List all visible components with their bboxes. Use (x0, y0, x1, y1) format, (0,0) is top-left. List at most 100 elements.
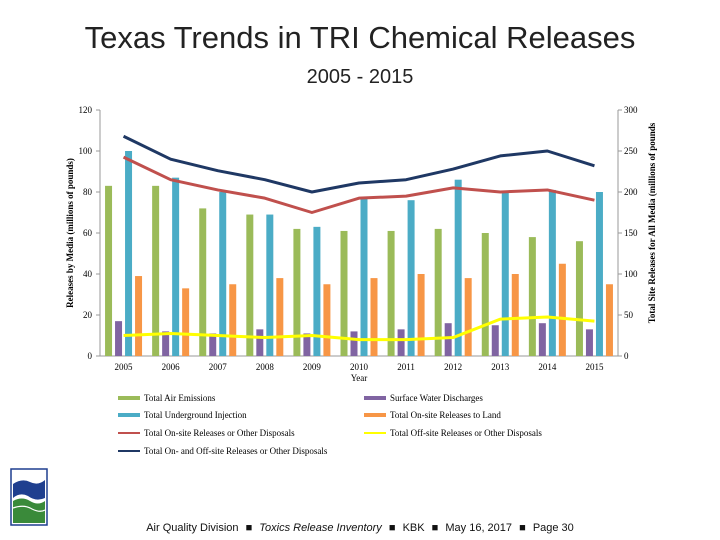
legend-swatch (364, 432, 386, 434)
legend-label: Total On-site Releases to Land (390, 410, 501, 420)
legend-item: Surface Water Discharges (364, 393, 483, 403)
legend-item: Total On-site Releases to Land (364, 410, 501, 420)
legend-label: Total On-site Releases or Other Disposal… (144, 428, 295, 438)
legend-item: Total Air Emissions (118, 393, 215, 403)
bar (585, 329, 593, 356)
x-tick-label: 2009 (303, 362, 322, 372)
y-tick-label-right: 250 (624, 146, 638, 156)
bar (313, 226, 321, 356)
bar (370, 278, 378, 356)
legend-label: Total Underground Injection (144, 410, 247, 420)
bar (105, 185, 113, 356)
legend-item: Total On- and Off-site Releases or Other… (118, 446, 327, 456)
bar (323, 284, 331, 356)
y-tick-label-left: 100 (79, 146, 93, 156)
bar (387, 230, 395, 356)
legend-label: Total Off-site Releases or Other Disposa… (390, 428, 542, 438)
bar (548, 189, 556, 356)
bar (444, 323, 452, 356)
y-axis-title-left: Releases by Media (millions of pounds) (65, 158, 75, 308)
y-tick-label-right: 50 (624, 310, 634, 320)
bar (528, 237, 536, 356)
x-tick-label: 2010 (350, 362, 369, 372)
legend-item: Total Off-site Releases or Other Disposa… (364, 428, 542, 438)
bar (229, 284, 237, 356)
x-tick-label: 2007 (209, 362, 228, 372)
legend-label: Total Air Emissions (144, 393, 216, 403)
bar (219, 192, 227, 356)
footer-date: May 16, 2017 (445, 522, 513, 534)
footer-author: KBK (402, 522, 425, 534)
bar (172, 177, 180, 356)
bar (464, 278, 472, 356)
legend-swatch (118, 432, 140, 434)
legend-swatch (118, 413, 140, 417)
bar (152, 185, 160, 356)
bar (125, 151, 133, 356)
bar (256, 329, 264, 356)
bar (407, 200, 415, 356)
footer-division: Air Quality Division (146, 522, 239, 534)
bar (182, 288, 190, 356)
footer-separator: ■ (431, 522, 439, 534)
legend-label: Surface Water Discharges (390, 393, 483, 403)
bar (605, 284, 613, 356)
chart: 0 20 40 60 80 100 120 0 50 100 150 200 250 300 Release… (65, 105, 657, 383)
x-tick-label: 2013 (491, 362, 510, 372)
bar (266, 214, 274, 356)
x-axis-title: Year (351, 373, 368, 383)
bar (360, 198, 368, 356)
y-axis-title-right: Total Site Releases for All Media (milli… (647, 122, 657, 323)
bar (575, 241, 583, 356)
bar (481, 233, 489, 356)
x-tick-label: 2014 (538, 362, 557, 372)
legend-swatch (118, 450, 140, 452)
x-tick-label: 2012 (444, 362, 462, 372)
bar (501, 192, 509, 356)
footer-separator: ■ (519, 522, 526, 534)
bar (417, 274, 425, 356)
y-tick-label-left: 80 (83, 187, 93, 197)
bar (397, 329, 405, 356)
bar (276, 278, 284, 356)
y-tick-label-left: 60 (83, 228, 93, 238)
x-tick-label: 2005 (115, 362, 134, 372)
bar (491, 325, 499, 356)
tceq-logo-icon (10, 468, 48, 526)
bar (558, 263, 566, 356)
bar (303, 333, 311, 356)
bar (162, 331, 170, 356)
y-tick-label-right: 200 (624, 187, 638, 197)
footer-separator: ■ (245, 522, 253, 534)
y-tick-label-right: 100 (624, 269, 638, 279)
y-tick-label-left: 40 (83, 269, 93, 279)
legend-swatch (364, 396, 386, 400)
footer-separator: ■ (388, 522, 396, 534)
bar (209, 333, 217, 356)
series-line (123, 315, 595, 342)
page-subtitle: 2005 - 2015 (306, 66, 414, 88)
bar (246, 214, 254, 356)
bar (293, 228, 301, 356)
y-tick-label-left: 20 (83, 310, 93, 320)
bar (350, 331, 358, 356)
x-tick-label: 2006 (162, 362, 181, 372)
legend-label: Total On- and Off-site Releases or Other… (144, 446, 328, 456)
y-tick-label-left: 0 (88, 351, 93, 361)
y-tick-label-right: 300 (624, 105, 638, 115)
bar (454, 179, 462, 356)
footer: Air Quality Division ■ Toxics Release In… (0, 522, 720, 534)
bar (340, 230, 348, 356)
bar (511, 274, 519, 356)
x-tick-label: 2011 (397, 362, 415, 372)
legend-swatch (364, 413, 386, 417)
bar (434, 228, 442, 356)
y-tick-label-right: 150 (624, 228, 638, 238)
bar (135, 276, 143, 356)
x-tick-label: 2015 (585, 362, 604, 372)
legend-item: Total On-site Releases or Other Disposal… (118, 428, 295, 438)
bar (538, 323, 546, 356)
series-line (122, 155, 595, 214)
bar (199, 208, 207, 356)
legend-swatch (118, 396, 140, 400)
